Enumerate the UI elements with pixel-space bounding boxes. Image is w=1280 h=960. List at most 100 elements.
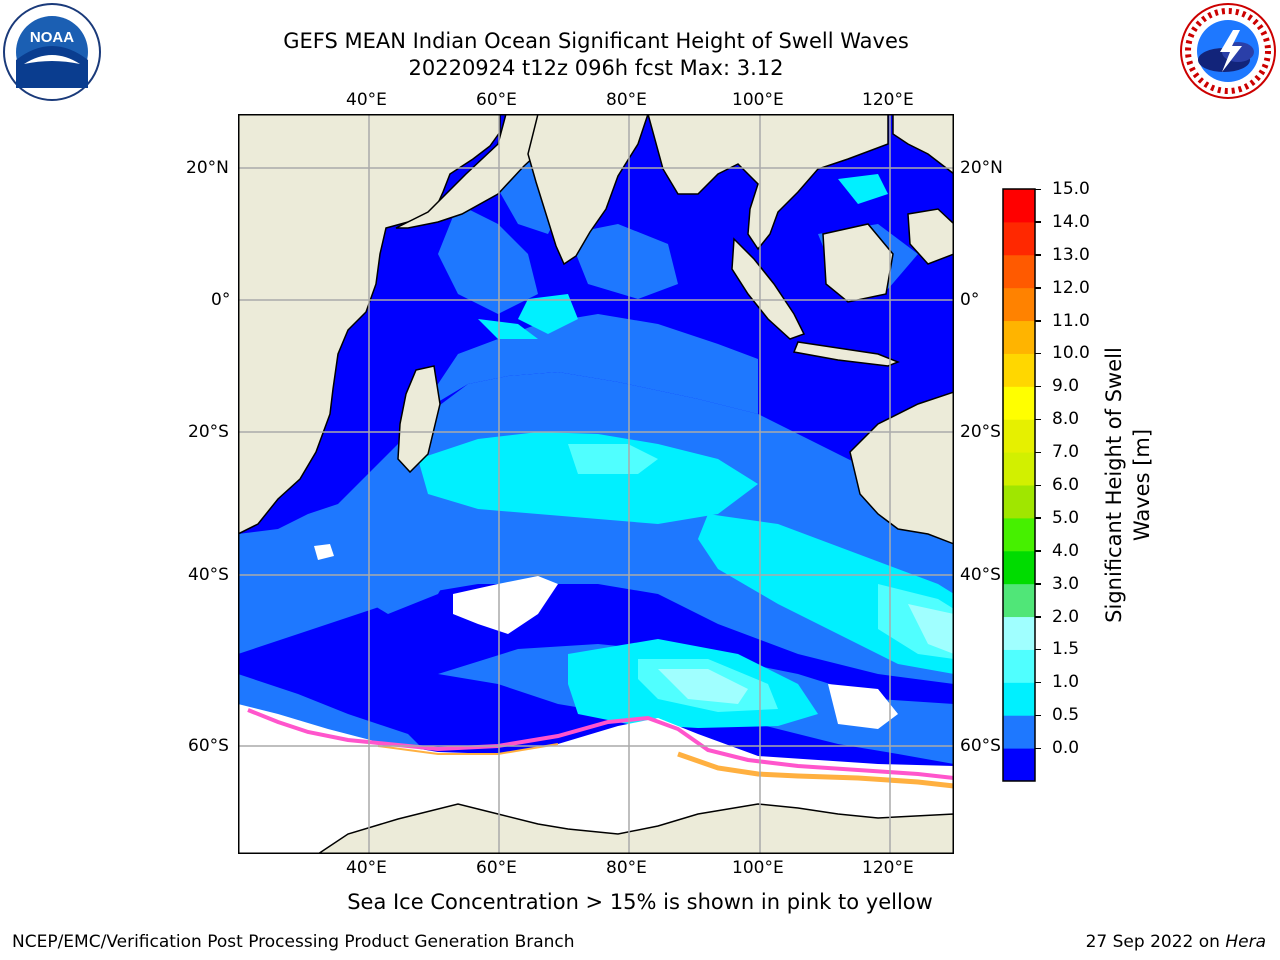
noaa-logo: NOAA [2,2,102,102]
footer-left: NCEP/EMC/Verification Post Processing Pr… [12,932,575,952]
africa-arabia [238,114,501,535]
ice-edge-orange [677,751,954,789]
sulawesi-area [907,208,954,265]
lon-label-bottom-100: 100°E [732,858,784,878]
borneo [822,223,894,303]
colorbar-tick-mark [1035,352,1041,355]
sumatra [731,237,806,340]
grid-lines [238,114,954,854]
southeast-asia [647,114,889,251]
lon-label-bottom-120: 120°E [862,858,914,878]
nws-logo [1178,2,1278,100]
colorbar-segment [1003,485,1035,519]
colorbar-tick-mark [1035,287,1041,289]
map-panel [238,114,954,854]
colorbar-segment [1003,287,1035,322]
footer-date: 27 Sep 2022 on [1085,932,1226,952]
colorbar-tick-mark [1035,616,1041,618]
colorbar-tick-label: 5.0 [1052,507,1080,528]
colorbar-tick-label: 4.0 [1052,540,1080,561]
colorbar-tick-label: 8.0 [1052,409,1080,430]
lat-label-left-60s: 60°S [188,736,229,756]
colorbar-segment [1003,748,1035,782]
colorbar-tick-label: 6.0 [1052,475,1080,495]
colorbar-segment [1003,517,1035,552]
lat-label-right-20n: 20°N [960,158,1003,178]
lat-label-left-40s: 40°S [188,565,229,585]
colorbar-tick-mark [1035,484,1041,486]
madagascar [397,365,441,474]
lon-label-bottom-60: 60°E [476,858,517,878]
ice-fragments [314,544,898,729]
colorbar-segment [1003,715,1035,749]
lon-label-bottom-40: 40°E [346,858,387,878]
lat-label-right-40s: 40°S [960,565,1001,585]
australia [849,391,954,545]
lat-label-right-20s: 20°S [960,422,1001,442]
colorbar-tick-label: 0.0 [1052,738,1080,759]
footer-host: Hera [1225,932,1266,952]
colorbar-segment [1003,221,1035,256]
colorbar-segment [1003,682,1035,716]
colorbar-segment [1003,649,1035,683]
arabian-peninsula [238,114,549,229]
chart-title: GEFS MEAN Indian Ocean Significant Heigh… [283,29,909,53]
footer-right: 27 Sep 2022 on Hera [1086,932,1266,952]
lat-label-right-0: 0° [960,290,980,310]
noaa-logo-text: NOAA [30,29,74,46]
colorbar-segment [1003,320,1035,354]
colorbar-tick-mark [1035,714,1041,717]
map-frame [238,114,954,854]
colorbar-tick-label: 9.0 [1052,376,1080,397]
colorbar-tick-label: 2.0 [1052,606,1080,627]
philippines-north [892,114,954,175]
colorbar-segment [1003,452,1035,486]
lat-label-left-20s: 20°S [188,422,229,442]
colorbar-tick-label: 15.0 [1052,179,1090,199]
colorbar-tick-mark [1035,747,1041,750]
colorbar-segment [1003,616,1035,650]
noaa-logo-icon: NOAA [3,3,101,101]
colorbar-tick-mark [1035,451,1041,454]
nws-logo-icon [1180,3,1276,99]
colorbar-tick-label: 11.0 [1052,310,1090,331]
colorbar-tick-mark [1035,254,1041,256]
lat-label-left-20n: 20°N [186,158,229,178]
sea-ice-caption: Sea Ice Concentration > 15% is shown in … [347,890,933,914]
colorbar-tick-label: 1.5 [1052,639,1080,660]
colorbar-segment [1003,386,1035,420]
colorbar-tick-mark [1035,681,1041,684]
lat-label-right-60s: 60°S [960,736,1001,756]
colorbar-segment [1003,550,1035,585]
lon-label-top-80: 80°E [606,90,647,110]
colorbar-tick-label: 7.0 [1052,442,1080,463]
java [792,341,901,367]
colorbar-tick-label: 0.5 [1052,705,1080,726]
colorbar-segment [1003,419,1035,453]
colorbar-segment [1003,254,1035,289]
colorbar-segment [1003,583,1035,618]
colorbar-tick-label: 12.0 [1052,277,1090,298]
colorbar [1002,188,1036,782]
colorbar-tick-mark [1035,583,1041,585]
colorbar-tick-mark [1035,320,1041,322]
colorbar-segment [1003,189,1035,223]
chart-subtitle: 20220924 t12z 096h fcst Max: 3.12 [408,56,784,80]
colorbar-tick-mark [1035,188,1041,190]
colorbar-tick-label: 3.0 [1052,573,1080,594]
india [527,114,649,266]
ice-edge-orange-2 [377,743,559,755]
lon-label-top-100: 100°E [732,90,784,110]
antarctica [316,803,954,854]
ice-edge-pink [247,708,954,780]
colorbar-tick-mark [1035,418,1041,421]
colorbar-tick-mark [1035,221,1041,223]
colorbar-tick-label: 10.0 [1052,343,1090,364]
swell-top-zones [658,604,954,704]
lon-label-top-120: 120°E [862,90,914,110]
colorbar-tick-label: 14.0 [1052,211,1090,232]
land-masses [238,114,954,854]
lon-label-top-60: 60°E [476,90,517,110]
colorbar-label: Significant Height of Swell Waves [m] [1102,347,1154,623]
colorbar-tick-mark [1035,648,1041,651]
